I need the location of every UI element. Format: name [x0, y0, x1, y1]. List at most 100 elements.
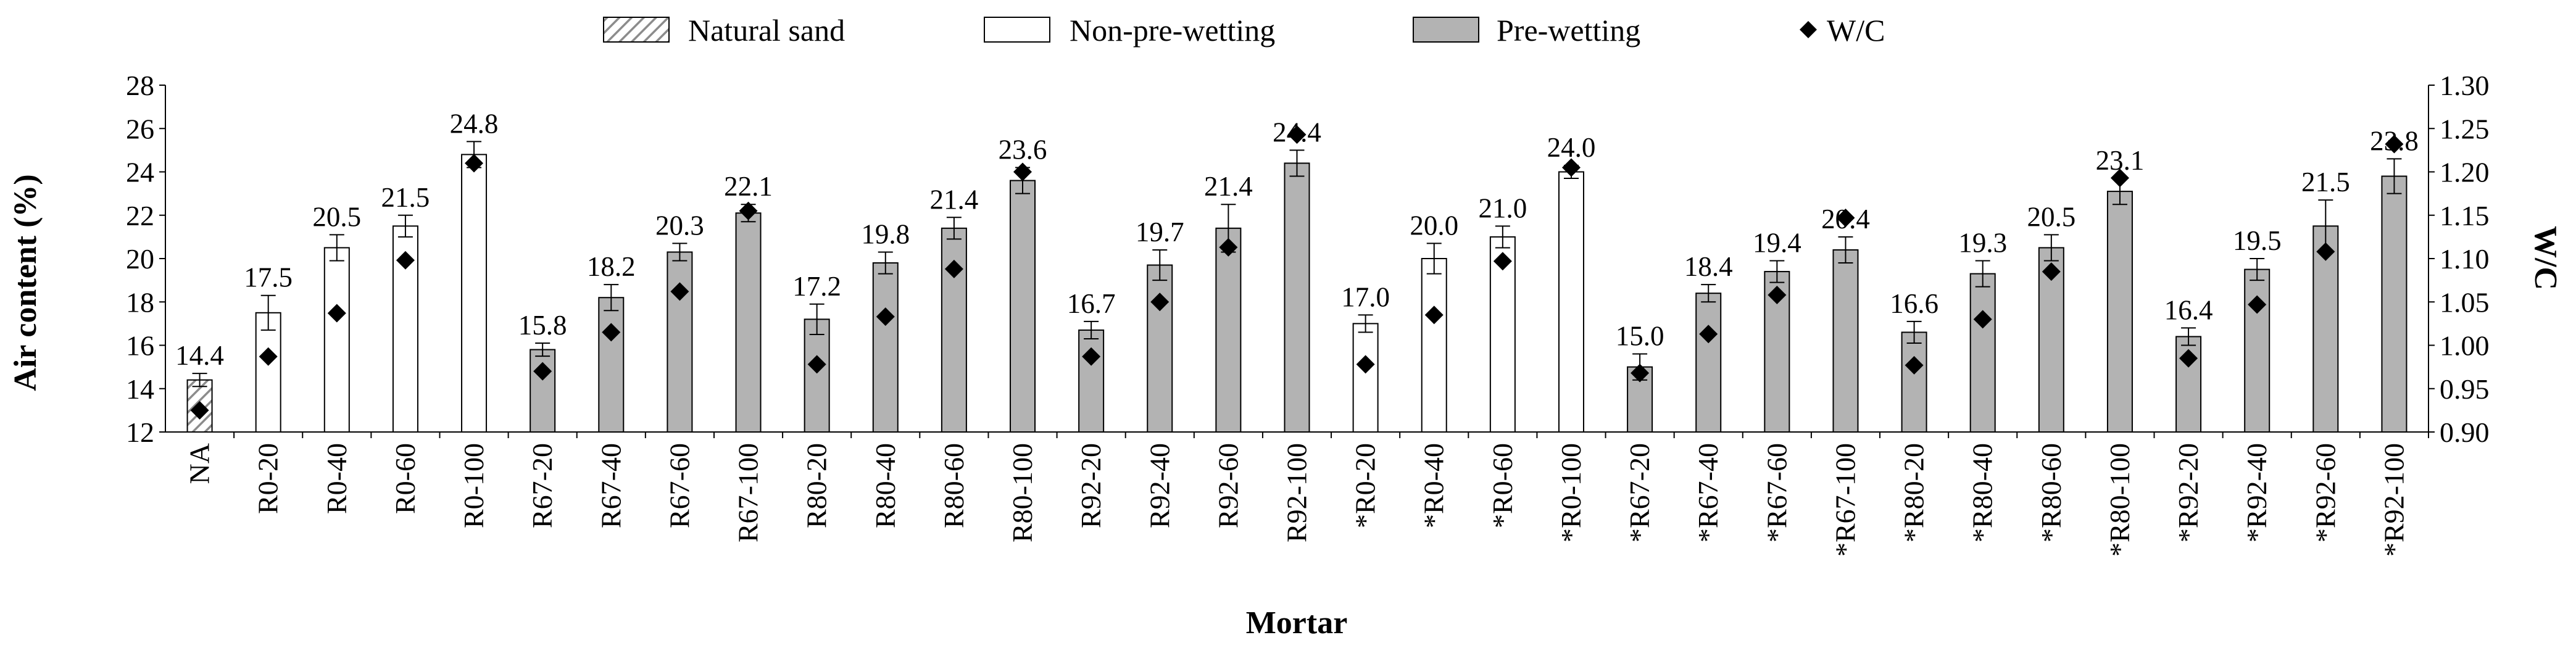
y-axis-title: Air content (%) — [8, 174, 43, 391]
wc-marker — [602, 323, 621, 342]
y-tick-label: 24 — [126, 157, 154, 188]
x-tick-label: R80-20 — [801, 443, 833, 528]
x-tick-label: *R67-100 — [1829, 443, 1861, 557]
wc-marker — [1356, 355, 1375, 374]
legend-swatch-hatched — [603, 17, 670, 43]
x-tick-label: R92-100 — [1281, 443, 1313, 542]
y2-tick-label: 1.20 — [2440, 157, 2490, 188]
wc-marker — [465, 154, 484, 173]
bar-star-r0-40 — [1421, 258, 1447, 433]
value-label: 16.4 — [2164, 294, 2213, 325]
y2-axis-title: W/C — [2528, 226, 2563, 290]
x-tick-label: NA — [184, 443, 215, 484]
value-label: 17.0 — [1341, 281, 1390, 312]
wc-marker — [327, 304, 346, 323]
wc-marker — [2248, 295, 2267, 314]
wc-marker — [2042, 262, 2061, 281]
wc-marker — [1082, 347, 1101, 366]
value-label: 22.1 — [724, 171, 773, 202]
value-label: 21.5 — [381, 182, 430, 213]
wc-marker — [1150, 293, 1170, 312]
value-label: 24.0 — [1547, 132, 1596, 163]
wc-marker — [1836, 208, 1855, 227]
wc-marker — [670, 282, 689, 301]
x-tick-label: *R67-20 — [1624, 443, 1655, 542]
wc-marker — [1493, 252, 1512, 271]
y2-tick-label: 1.05 — [2440, 286, 2490, 318]
wc-marker — [1287, 125, 1307, 144]
x-tick-label: R92-40 — [1144, 443, 1175, 528]
x-tick-label: R67-20 — [526, 443, 558, 528]
x-tick-label: R67-100 — [733, 443, 764, 542]
value-label: 14.4 — [175, 340, 224, 371]
bar-r92-40 — [1147, 264, 1173, 433]
y-tick-label: 22 — [126, 200, 154, 231]
wc-marker — [1973, 310, 1992, 329]
bar-r80-20 — [804, 318, 830, 433]
x-tick-label: R80-100 — [1007, 443, 1038, 542]
y-tick-label: 16 — [126, 330, 154, 362]
value-label: 19.7 — [1136, 217, 1184, 247]
x-tick-label: *R80-40 — [1967, 443, 1998, 542]
y-tick-label: 14 — [126, 373, 154, 405]
bar-r92-60 — [1215, 227, 1242, 433]
x-tick-label: R92-60 — [1212, 443, 1244, 528]
bar-r80-100 — [1010, 180, 1036, 433]
y2-axis-ticks: 0.90 0.95 1.00 1.05 1.10 1.15 1.20 1.25 1.30 — [2429, 70, 2490, 448]
value-label: 16.7 — [1067, 288, 1116, 319]
x-tick-label: R0-40 — [321, 443, 352, 514]
x-tick-label: *R80-100 — [2104, 443, 2135, 557]
value-label: 16.6 — [1890, 288, 1938, 319]
wc-marker — [533, 362, 552, 381]
legend-swatch-white — [984, 17, 1050, 43]
value-label: 19.4 — [1753, 228, 1801, 259]
wc-marker — [1905, 355, 1924, 375]
bar-r80-60 — [941, 227, 967, 433]
value-label: 21.4 — [930, 184, 979, 215]
value-label: 20.5 — [312, 201, 361, 232]
x-tick-label: *R92-100 — [2378, 443, 2409, 557]
wc-marker — [807, 355, 826, 374]
value-label: 20.5 — [2027, 201, 2075, 232]
wc-markers — [190, 125, 2404, 420]
y2-tick-label: 0.95 — [2440, 373, 2490, 405]
y-tick-label: 26 — [126, 113, 154, 144]
x-tick-label: *R92-20 — [2172, 443, 2204, 542]
bar-star-r80-40 — [1969, 273, 1996, 433]
x-tick-label: *R92-60 — [2309, 443, 2341, 542]
x-tick-label: *R67-60 — [1761, 443, 1792, 542]
bar-r80-40 — [872, 262, 899, 433]
value-label: 15.8 — [518, 310, 567, 341]
x-tick-label: R80-40 — [870, 443, 901, 528]
legend-item-non-pre-wetting: Non-pre-wetting — [984, 13, 1275, 48]
bar-star-r92-100 — [2381, 175, 2408, 433]
y-tick-label: 12 — [126, 417, 154, 448]
value-label: 21.4 — [1204, 171, 1253, 202]
wc-marker — [944, 259, 963, 278]
wc-marker — [190, 401, 209, 420]
legend-item-wc: W/C — [1800, 13, 1885, 48]
value-labels: 14.4 17.5 20.5 21.5 24.8 15.8 18.2 20.3 22.1 17.2… — [175, 108, 2419, 371]
x-tick-label: R0-60 — [389, 443, 421, 514]
x-axis-ticks: NA R0-20 R0-40 R0-60 R0-100 R67-20 R67-40 R67-6… — [184, 432, 2429, 557]
x-tick-label: *R0-100 — [1555, 443, 1587, 542]
bar-star-r92-40 — [2244, 268, 2271, 433]
x-tick-label: *R67-40 — [1692, 443, 1724, 542]
value-label: 19.8 — [861, 218, 910, 249]
wc-marker — [2179, 349, 2198, 368]
value-label: 19.3 — [1958, 228, 2007, 259]
wc-marker — [1424, 305, 1444, 325]
bar-r67-20 — [530, 349, 556, 433]
value-label: 19.5 — [2233, 225, 2282, 256]
x-tick-label: R80-60 — [938, 443, 970, 528]
value-label: 21.0 — [1478, 193, 1527, 223]
value-label: 18.2 — [587, 251, 636, 282]
y-tick-label: 20 — [126, 243, 154, 275]
wc-marker — [259, 347, 278, 366]
y-tick-label: 28 — [126, 70, 154, 101]
value-label: 17.2 — [792, 271, 841, 302]
wc-marker — [396, 251, 415, 270]
x-tick-label: R0-20 — [252, 443, 284, 514]
wc-marker — [1561, 158, 1581, 177]
